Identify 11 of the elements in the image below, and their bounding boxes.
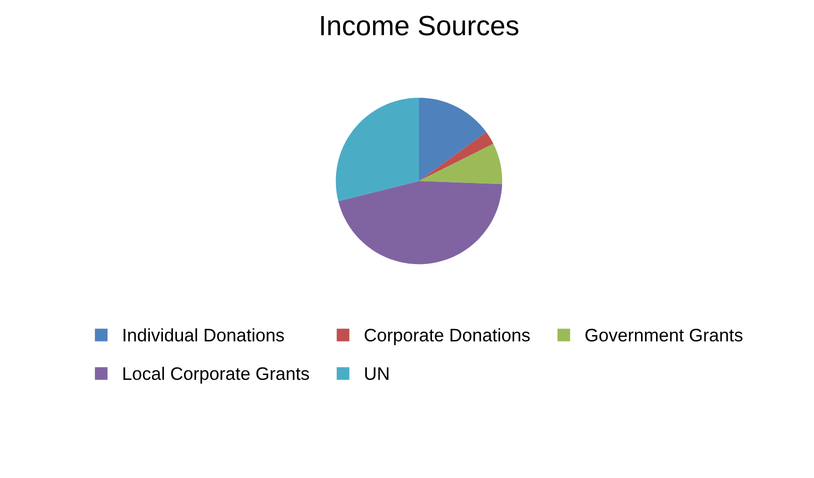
legend-label: Corporate Donations bbox=[364, 328, 530, 346]
pie-slice bbox=[419, 132, 494, 181]
legend-label: Individual Donations bbox=[124, 328, 284, 342]
pie-slice bbox=[419, 144, 502, 184]
chart-title: Income Sources bbox=[321, 16, 518, 36]
pie-slice bbox=[419, 98, 486, 181]
pie-slice bbox=[338, 181, 502, 264]
legend-label: Local Corporate Grants bbox=[123, 366, 309, 384]
legend-label: Government Grants bbox=[585, 328, 742, 342]
legend-label: UN bbox=[365, 367, 388, 380]
pie-slice bbox=[336, 98, 419, 202]
